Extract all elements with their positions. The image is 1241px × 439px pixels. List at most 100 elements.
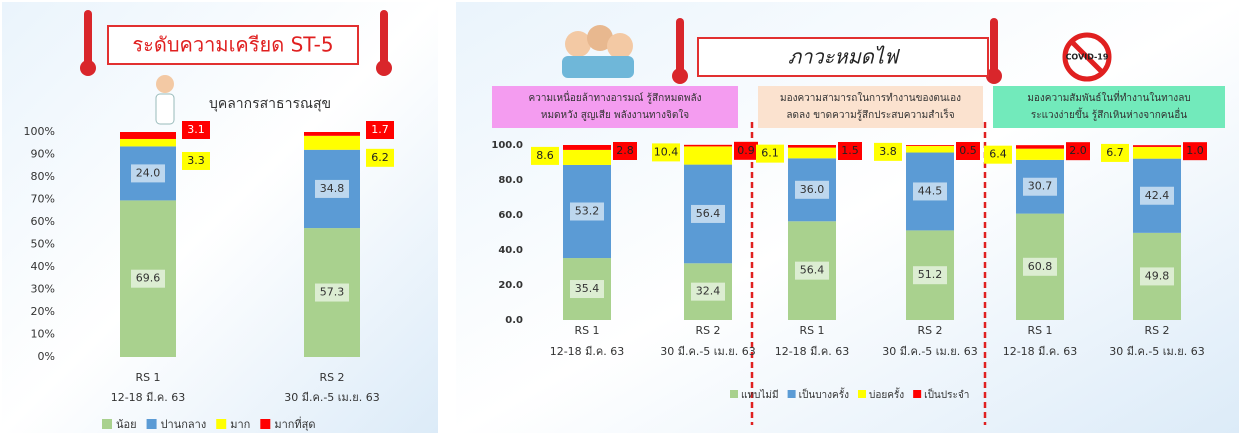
value-label: 3.8 (879, 145, 897, 158)
chart-subtitle: บุคลากรสาธารณสุข (209, 96, 331, 112)
legend-label: น้อย (116, 418, 137, 431)
bar-segment (906, 146, 954, 153)
x-tick-sublabel: 30 มี.ค.-5 เม.ย. 63 (882, 345, 978, 358)
chart-title: ภาวะหมดไฟ (788, 45, 901, 69)
bar-segment (1133, 147, 1181, 159)
doctor-icon (156, 75, 174, 124)
bar-segment (1016, 145, 1064, 149)
value-label: 10.4 (654, 145, 679, 158)
value-label: 60.8 (1028, 260, 1053, 273)
y-tick-label: 40.0 (498, 245, 523, 256)
y-tick-label: 90% (31, 148, 55, 161)
x-tick-sublabel: 12-18 มี.ค. 63 (111, 391, 186, 404)
value-label: 35.4 (575, 282, 600, 295)
legend-label: มาก (230, 418, 250, 431)
y-tick-label: 60.0 (498, 210, 523, 221)
bar-segment (684, 145, 732, 147)
bar-segment (120, 139, 176, 146)
x-tick-sublabel: 12-18 มี.ค. 63 (1003, 345, 1078, 358)
group-title: ความเหนื่อยล้าทางอารมณ์ รู้สึกหมดพลัง (529, 90, 702, 104)
chart-title: ระดับความเครียด ST-5 (132, 33, 333, 57)
x-tick-label: RS 2 (695, 324, 720, 337)
value-label: 1.7 (371, 123, 389, 136)
y-tick-label: 80.0 (498, 175, 523, 186)
x-tick-label: RS 1 (1027, 324, 1052, 337)
y-tick-label: 60% (31, 215, 55, 228)
value-label: 6.1 (761, 147, 779, 160)
y-tick-label: 100% (24, 125, 55, 138)
legend-swatch (260, 419, 270, 429)
y-tick-label: 40% (31, 260, 55, 273)
value-label: 3.3 (187, 154, 205, 167)
y-tick-label: 100.0 (491, 140, 523, 151)
left-panel (2, 2, 438, 433)
value-label: 53.2 (575, 205, 600, 218)
y-tick-label: 70% (31, 193, 55, 206)
value-label: 69.6 (136, 272, 161, 285)
value-label: 44.5 (918, 184, 943, 197)
value-label: 3.1 (187, 123, 205, 136)
y-tick-label: 50% (31, 238, 55, 251)
y-tick-label: 10% (31, 328, 55, 341)
bar-segment (563, 150, 611, 165)
value-label: 6.2 (371, 151, 389, 164)
x-tick-sublabel: 30 มี.ค.-5 เม.ย. 63 (1109, 345, 1205, 358)
y-tick-label: 0% (38, 350, 55, 363)
legend-swatch (730, 390, 738, 398)
value-label: 0.9 (737, 144, 755, 157)
legend-label: มากที่สุด (274, 416, 315, 431)
value-label: 1.5 (841, 144, 859, 157)
x-tick-label: RS 2 (319, 371, 344, 384)
x-tick-label: RS 2 (1144, 324, 1169, 337)
bar-segment (120, 132, 176, 139)
bar-segment (1016, 149, 1064, 160)
bar-segment (788, 145, 836, 148)
value-label: 6.4 (989, 148, 1007, 161)
value-label: 49.8 (1145, 269, 1170, 282)
legend-label: เป็นประจำ (924, 387, 969, 401)
legend-swatch (147, 419, 157, 429)
group-title: ลดลง ขาดความรู้สึกประสบความสำเร็จ (786, 107, 954, 121)
bar-segment (304, 136, 360, 150)
value-label: 57.3 (320, 286, 345, 299)
x-tick-sublabel: 12-18 มี.ค. 63 (550, 345, 625, 358)
group-title: มองความสัมพันธ์ในที่ทำงานในทางลบ (1027, 90, 1190, 104)
value-label: 6.7 (1106, 146, 1124, 159)
legend-label: แทบไม่มี (741, 389, 779, 401)
legend-swatch (788, 390, 796, 398)
value-label: 2.8 (616, 144, 634, 157)
bar-segment (684, 146, 732, 164)
value-label: 42.4 (1145, 189, 1170, 202)
x-tick-sublabel: 30 มี.ค.-5 เม.ย. 63 (284, 391, 380, 404)
x-tick-label: RS 2 (917, 324, 942, 337)
y-tick-label: 20% (31, 305, 55, 318)
x-tick-sublabel: 30 มี.ค.-5 เม.ย. 63 (660, 345, 756, 358)
page: ระดับความเครียด ST-5 บุคลากรสาธารณสุข ภา… (0, 0, 1241, 435)
legend-label: บ่อยครั้ง (869, 387, 904, 401)
bar-segment (304, 132, 360, 136)
value-label: 51.2 (918, 268, 943, 281)
y-tick-label: 20.0 (498, 280, 523, 291)
y-tick-label: 80% (31, 170, 55, 183)
x-tick-sublabel: 12-18 มี.ค. 63 (775, 345, 850, 358)
value-label: 8.6 (536, 149, 554, 162)
legend-label: เป็นบางครั้ง (799, 387, 850, 401)
value-label: 30.7 (1028, 180, 1053, 193)
group-title: หมดหวัง สูญเสีย พลังงานทางจิตใจ (541, 109, 689, 121)
bar-segment (1133, 145, 1181, 147)
value-label: 2.0 (1069, 144, 1087, 157)
legend-label: ปานกลาง (161, 418, 207, 431)
value-label: 24.0 (136, 166, 161, 179)
x-tick-label: RS 1 (135, 371, 160, 384)
x-tick-label: RS 1 (574, 324, 599, 337)
bar-segment (788, 148, 836, 159)
y-tick-label: 30% (31, 283, 55, 296)
value-label: 56.4 (800, 264, 825, 277)
y-tick-label: 0.0 (505, 315, 523, 326)
legend-swatch (913, 390, 921, 398)
value-label: 32.4 (696, 285, 721, 298)
group-title: มองความสามารถในการทำงานของตนเอง (780, 92, 961, 104)
value-label: 1.0 (1186, 144, 1204, 157)
legend-swatch (216, 419, 226, 429)
legend-swatch (858, 390, 866, 398)
